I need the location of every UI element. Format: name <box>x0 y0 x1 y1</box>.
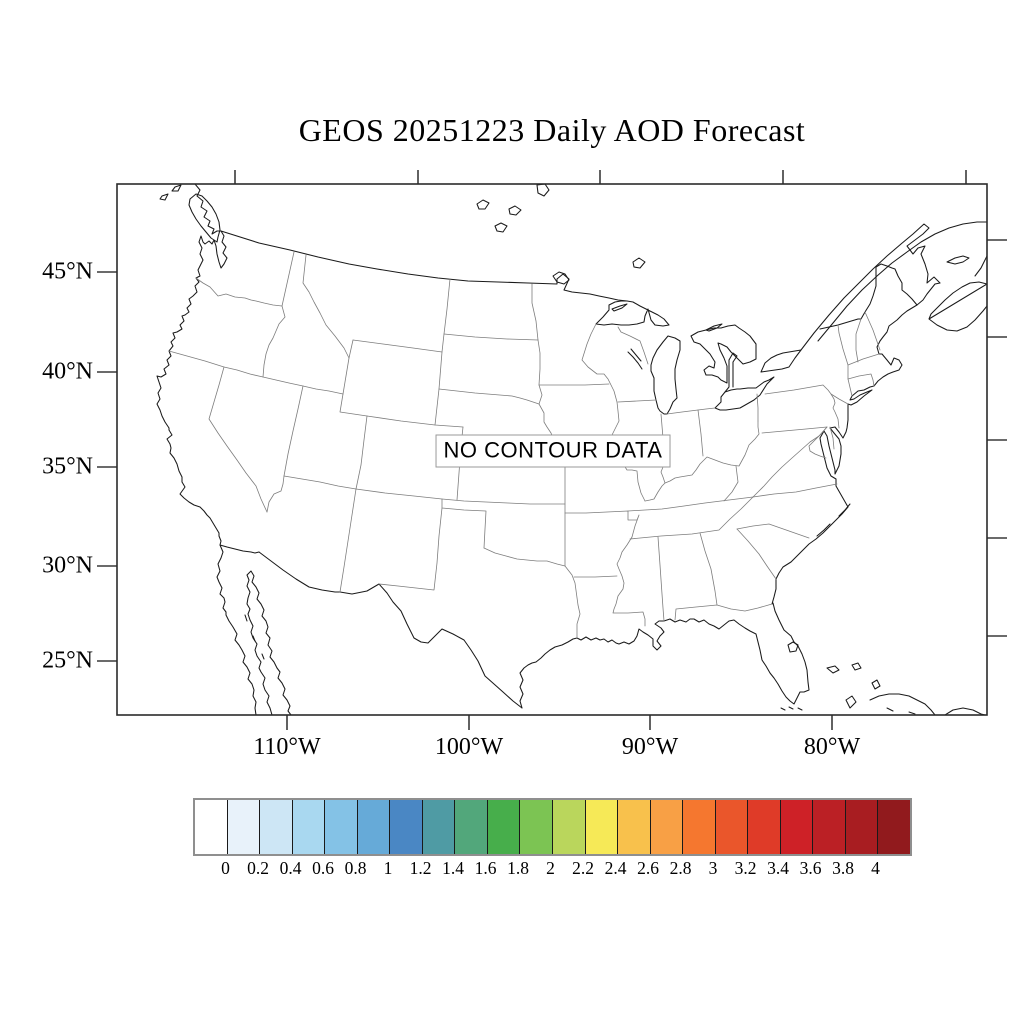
colorbar-cell <box>779 800 813 854</box>
colorbar-tick-label: 3.6 <box>799 858 822 878</box>
colorbar-tick-label: 4 <box>871 858 880 878</box>
great-lakes <box>595 300 802 415</box>
colorbar-tick-label: 1 <box>383 858 393 878</box>
lat-tick-label: 45°N <box>42 258 93 285</box>
colorbar-cell <box>389 800 422 854</box>
colorbar-tick-label: 0.4 <box>279 858 302 878</box>
colorbar-cell <box>195 800 227 854</box>
colorbar-cell <box>356 800 390 854</box>
colorbar <box>193 798 912 856</box>
colorbar-cell <box>584 800 618 854</box>
colorbar-cell <box>259 800 292 854</box>
colorbar-cell <box>486 800 520 854</box>
colorbar-tick-label: 3 <box>708 858 718 878</box>
colorbar-cell <box>649 800 683 854</box>
map-border <box>116 183 988 716</box>
colorbar-cell <box>682 800 715 854</box>
colorbar-cell <box>844 800 878 854</box>
colorbar-cell <box>324 800 357 854</box>
colorbar-tick-label: 2.4 <box>604 858 627 878</box>
colorbar-cell <box>617 800 650 854</box>
colorbar-cell <box>291 800 325 854</box>
lat-tick-label: 30°N <box>42 552 93 579</box>
colorbar-tick-label: 0.2 <box>247 858 269 878</box>
colorbar-cell <box>454 800 487 854</box>
colorbar-tick-label: 2 <box>546 858 555 878</box>
coastline <box>156 184 987 715</box>
plot-title: GEOS 20251223 Daily AOD Forecast <box>298 112 806 148</box>
colorbar-tick-label: 2.2 <box>572 858 594 878</box>
lon-tick-label: 110°W <box>253 734 321 760</box>
colorbar-cell <box>877 800 911 854</box>
colorbar-tick-label: 0.6 <box>312 858 334 878</box>
lat-tick-label: 40°N <box>42 358 93 385</box>
colorbar-cell <box>552 800 585 854</box>
colorbar-tick-label: 2.8 <box>669 858 692 878</box>
colorbar-tick-label: 3.8 <box>832 858 854 878</box>
colorbar-tick-label: 0 <box>221 858 230 878</box>
colorbar-tick-label: 1.4 <box>442 858 464 878</box>
colorbar-tick-label: 3.4 <box>767 858 789 878</box>
lon-tick-label: 90°W <box>621 734 679 760</box>
colorbar-tick-label: 0.8 <box>344 858 367 878</box>
axis-ticks <box>97 170 1007 730</box>
colorbar-tick-label: 2.6 <box>637 858 659 878</box>
colorbar-cell <box>714 800 748 854</box>
colorbar-cell <box>747 800 780 854</box>
lon-tick-label: 80°W <box>803 734 861 760</box>
colorbar-tick-label: 1.6 <box>474 858 497 878</box>
lat-tick-label: 35°N <box>42 453 93 480</box>
colorbar-cell <box>812 800 845 854</box>
colorbar-tick-label: 1.2 <box>409 858 432 878</box>
colorbar-cell <box>519 800 553 854</box>
colorbar-tick-label: 1.8 <box>507 858 529 878</box>
lat-tick-label: 25°N <box>42 647 93 674</box>
colorbar-tick-label: 3.2 <box>734 858 757 878</box>
lon-tick-label: 100°W <box>434 734 504 760</box>
no-contour-data-box: NO CONTOUR DATA <box>435 434 671 468</box>
colorbar-cell <box>421 800 455 854</box>
colorbar-cell <box>226 800 260 854</box>
